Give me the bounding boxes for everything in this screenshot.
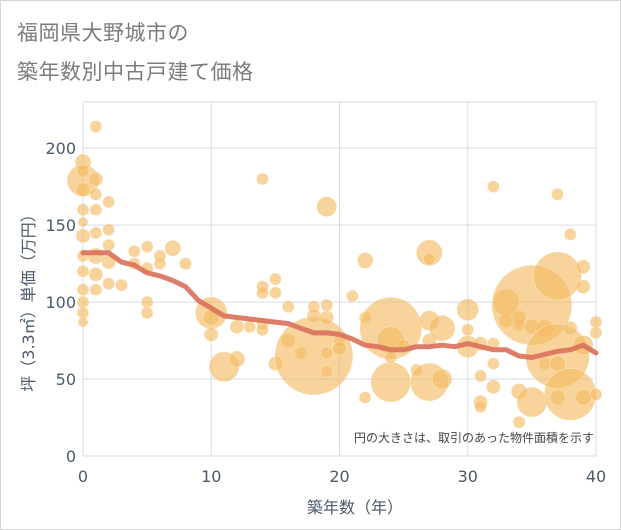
data-bubble bbox=[76, 283, 90, 297]
data-bubble bbox=[562, 320, 578, 336]
data-bubble bbox=[127, 244, 141, 258]
data-bubble bbox=[461, 323, 475, 337]
data-bubble bbox=[140, 240, 154, 254]
data-bubble bbox=[243, 320, 257, 334]
x-tick-label: 20 bbox=[329, 467, 349, 486]
data-bubble bbox=[274, 316, 354, 396]
data-bubble bbox=[456, 298, 480, 322]
data-bubble bbox=[485, 379, 501, 395]
data-bubble bbox=[77, 216, 89, 228]
data-bubble bbox=[89, 283, 103, 297]
data-bubble bbox=[533, 251, 582, 301]
data-bubble bbox=[589, 315, 603, 329]
data-bubble bbox=[428, 314, 456, 342]
data-bubble bbox=[575, 279, 591, 295]
y-tick-label: 200 bbox=[45, 139, 76, 158]
data-bubble bbox=[75, 228, 91, 244]
data-bubble bbox=[516, 386, 548, 418]
data-bubble bbox=[486, 180, 500, 194]
data-bubble bbox=[88, 266, 104, 282]
data-bubble bbox=[179, 257, 193, 271]
x-tick-label: 30 bbox=[458, 467, 478, 486]
y-tick-label: 150 bbox=[45, 216, 76, 235]
data-bubble bbox=[203, 327, 219, 342]
data-bubble bbox=[228, 350, 246, 368]
x-axis-title: 築年数（年） bbox=[307, 498, 403, 517]
data-bubble bbox=[551, 187, 564, 201]
trend-line-group bbox=[80, 250, 599, 360]
data-bubble bbox=[256, 286, 269, 300]
data-bubble bbox=[102, 238, 116, 252]
data-bubble bbox=[316, 196, 338, 218]
chart-title-line2: 築年数別中古戸建て価格 bbox=[17, 60, 254, 84]
data-bubble bbox=[356, 252, 374, 269]
data-bubble bbox=[281, 300, 295, 314]
data-bubble bbox=[140, 306, 154, 320]
data-bubble bbox=[320, 364, 334, 378]
data-bubble bbox=[256, 323, 269, 337]
data-bubble bbox=[76, 295, 90, 309]
data-bubble bbox=[229, 319, 245, 335]
data-bubble bbox=[332, 340, 347, 356]
data-bubble bbox=[256, 172, 269, 186]
x-tick-label: 40 bbox=[586, 467, 606, 486]
data-bubble bbox=[589, 388, 603, 401]
data-bubble bbox=[89, 203, 103, 217]
data-bubble bbox=[268, 272, 282, 286]
data-bubble bbox=[345, 289, 359, 303]
data-bubble bbox=[384, 351, 398, 364]
data-bubble bbox=[563, 227, 577, 241]
data-bubble bbox=[370, 361, 412, 403]
data-bubble bbox=[574, 389, 592, 406]
data-bubble bbox=[306, 308, 322, 324]
data-bubble bbox=[319, 310, 335, 325]
data-bubble bbox=[76, 203, 90, 217]
chart-note: 円の大きさは、取引のあった物件面積を示す bbox=[354, 430, 594, 445]
data-bubble bbox=[89, 226, 103, 240]
chart-title-line1: 福岡県大野城市の bbox=[17, 21, 189, 45]
data-bubble bbox=[422, 252, 436, 266]
data-bubble bbox=[153, 257, 167, 271]
trend-line bbox=[80, 250, 599, 360]
y-axis-title: 坪（3.3㎡）単価（万円） bbox=[19, 206, 38, 391]
data-bubble bbox=[140, 295, 154, 309]
data-bubble bbox=[89, 187, 103, 201]
data-bubble bbox=[268, 286, 282, 300]
data-bubble bbox=[76, 264, 90, 278]
data-bubble bbox=[75, 182, 91, 198]
data-bubble bbox=[474, 369, 487, 383]
x-tick-label: 10 bbox=[201, 467, 221, 486]
data-bubble bbox=[115, 278, 128, 292]
data-bubble bbox=[164, 239, 182, 257]
data-bubble bbox=[431, 368, 453, 390]
data-bubble bbox=[512, 415, 526, 429]
data-bubble bbox=[575, 259, 591, 275]
data-bubble bbox=[589, 326, 603, 340]
y-tick-label: 50 bbox=[56, 370, 76, 389]
x-tick-labels: 0 10 20 30 40 bbox=[78, 467, 606, 486]
bubble-series bbox=[66, 120, 603, 429]
data-bubble bbox=[358, 391, 372, 404]
data-bubble bbox=[88, 171, 104, 187]
data-bubble bbox=[89, 120, 103, 134]
data-bubble bbox=[320, 298, 334, 312]
data-bubble bbox=[320, 346, 334, 360]
data-bubble bbox=[102, 223, 116, 237]
data-bubble bbox=[77, 316, 89, 328]
x-tick-label: 0 bbox=[78, 467, 88, 486]
data-bubble bbox=[76, 164, 90, 178]
data-bubble bbox=[549, 355, 566, 373]
y-tick-labels: 0 50 100 150 200 bbox=[45, 139, 76, 466]
data-bubble bbox=[102, 277, 116, 291]
data-bubble bbox=[486, 357, 500, 371]
y-tick-label: 100 bbox=[45, 293, 76, 312]
y-tick-label: 0 bbox=[66, 447, 76, 466]
data-bubble bbox=[474, 400, 487, 414]
data-bubble bbox=[415, 239, 443, 267]
data-bubble bbox=[102, 195, 116, 209]
